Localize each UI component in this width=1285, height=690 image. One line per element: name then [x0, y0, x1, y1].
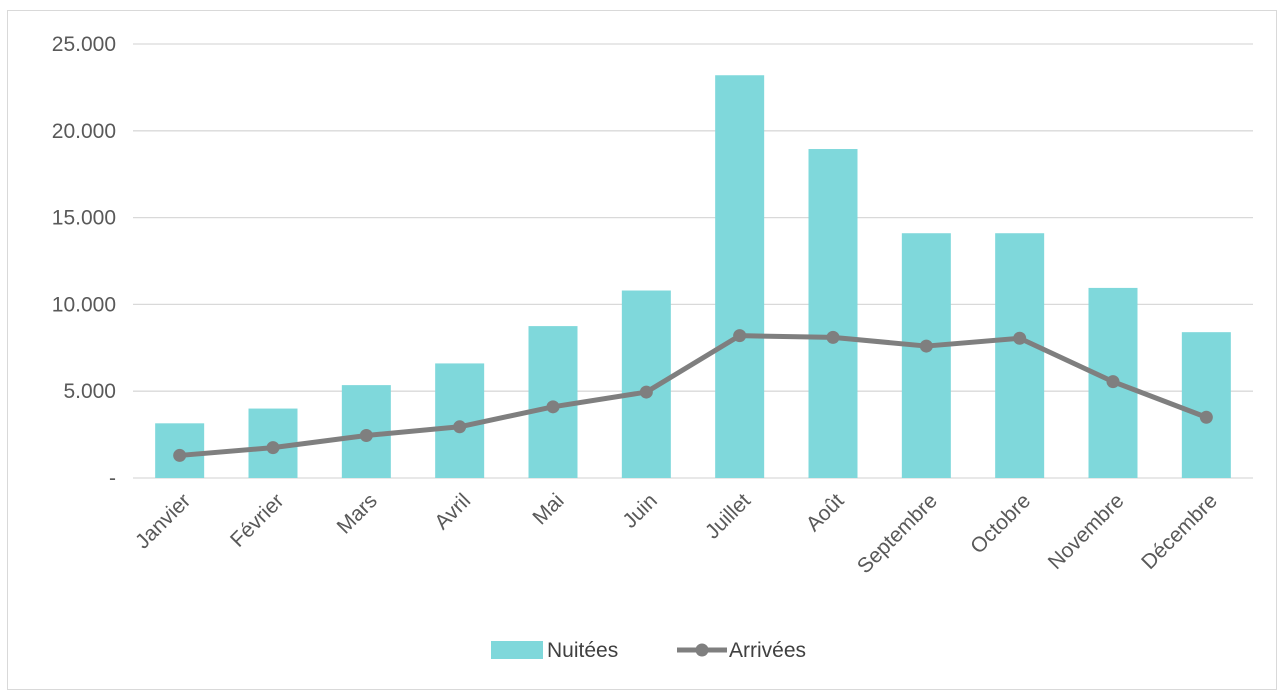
- point-arrivees: [826, 330, 840, 344]
- bar-nuitees: [901, 233, 951, 478]
- point-arrivees: [266, 441, 280, 455]
- y-tick-label: 10.000: [52, 293, 116, 316]
- point-arrivees: [453, 420, 467, 434]
- legend-label-nuitees: Nuitées: [547, 639, 618, 662]
- x-tick-label: Mars: [333, 489, 382, 538]
- legend-label-arrivees: Arrivées: [729, 639, 806, 662]
- point-arrivees: [733, 329, 747, 343]
- bar-series: [155, 75, 1231, 479]
- x-axis: Janvier Février Mars Avril Mai Juin Juillet Aoû…: [131, 489, 1222, 578]
- line-series: [173, 329, 1213, 462]
- x-tick-label: Août: [802, 489, 849, 536]
- point-arrivees: [639, 385, 653, 399]
- y-tick-label: 25.000: [52, 33, 116, 56]
- point-arrivees: [359, 428, 373, 442]
- bar-nuitees: [1181, 332, 1231, 478]
- bar-nuitees: [995, 233, 1045, 478]
- point-arrivees: [173, 448, 187, 462]
- legend-swatch-nuitees: [491, 641, 543, 659]
- point-arrivees: [1013, 331, 1027, 345]
- x-tick-label: Juin: [618, 489, 662, 533]
- x-tick-label: Septembre: [853, 489, 942, 578]
- point-arrivees: [919, 339, 933, 353]
- x-tick-label: Mai: [528, 489, 568, 529]
- x-tick-label: Février: [226, 489, 288, 551]
- point-arrivees: [1106, 375, 1120, 389]
- y-axis: - 5.000 10.000 15.000 20.000 25.000: [52, 33, 116, 490]
- line-arrivees: [177, 333, 1209, 458]
- point-arrivees: [546, 400, 560, 414]
- x-tick-label: Janvier: [131, 489, 195, 553]
- y-tick-label: 15.000: [52, 207, 116, 230]
- bar-nuitees: [808, 149, 858, 478]
- grid-layer: [133, 43, 1253, 479]
- point-arrivees: [1199, 410, 1213, 424]
- legend-marker-arrivees: [695, 643, 709, 657]
- y-tick-label: -: [109, 467, 116, 490]
- y-tick-label: 5.000: [63, 380, 116, 403]
- x-tick-label: Avril: [430, 489, 475, 534]
- x-tick-label: Décembre: [1137, 489, 1222, 574]
- y-tick-label: 20.000: [52, 120, 116, 143]
- x-tick-label: Novembre: [1044, 489, 1129, 574]
- x-tick-label: Juillet: [701, 489, 755, 543]
- x-tick-label: Octobre: [966, 489, 1035, 558]
- bar-nuitees: [715, 75, 765, 479]
- legend: Nuitées Arrivées: [491, 639, 806, 662]
